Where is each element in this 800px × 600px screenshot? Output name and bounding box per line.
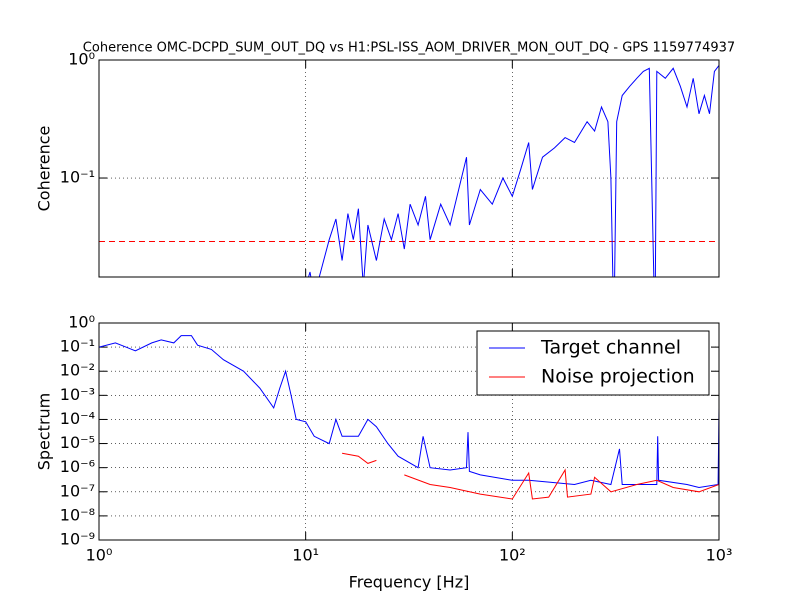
y-tick-label: 10⁻⁶ xyxy=(60,457,95,476)
chart-title: Coherence OMC-DCPD_SUM_OUT_DQ vs H1:PSL-… xyxy=(83,41,735,56)
y-tick-label: 10⁻² xyxy=(60,361,95,380)
x-tick-label: 10³ xyxy=(706,546,733,565)
x-axis-label: Frequency [Hz] xyxy=(349,573,470,592)
plot-area xyxy=(99,60,719,277)
plot-clip xyxy=(99,335,719,500)
y-tick-label: 10⁻³ xyxy=(60,385,95,404)
y-tick-label: 10⁰ xyxy=(68,313,95,332)
y-tick-label: 10⁻⁴ xyxy=(60,409,95,428)
x-tick-label: 10¹ xyxy=(292,546,319,565)
axes-frame xyxy=(98,59,720,278)
x-tick-label: 10² xyxy=(499,546,526,565)
legend-label: Noise projection xyxy=(541,366,695,388)
y-tick-label: 10⁻⁸ xyxy=(60,505,95,524)
axes-frame xyxy=(98,322,720,541)
series-line xyxy=(342,452,719,500)
series-line xyxy=(99,335,719,489)
y-tick-label: 10⁻¹ xyxy=(60,337,95,356)
x-tick-label: 10⁰ xyxy=(86,546,113,565)
legend-label: Target channel xyxy=(540,337,681,359)
y-tick-label: 10⁻⁷ xyxy=(60,481,95,500)
y-axis-label: Spectrum xyxy=(35,393,54,471)
y-tick-label: 10⁰ xyxy=(68,50,95,69)
y-tick-label: 10⁻⁹ xyxy=(60,530,95,549)
series-line xyxy=(308,65,719,277)
y-tick-label: 10⁻⁵ xyxy=(60,433,95,452)
y-axis-label: Coherence xyxy=(35,126,54,212)
legend-box xyxy=(476,330,710,396)
y-tick-label: 10⁻¹ xyxy=(60,168,95,187)
plot-clip xyxy=(99,65,719,277)
